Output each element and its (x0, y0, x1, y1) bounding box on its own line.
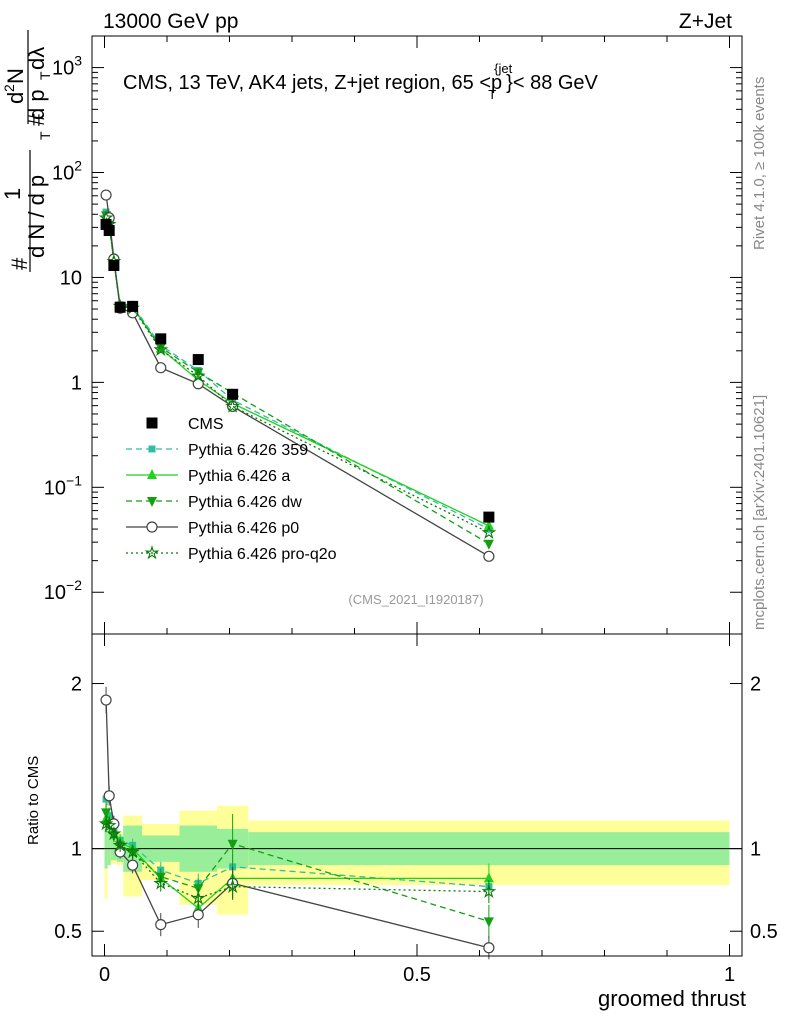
mc-point (483, 550, 495, 562)
main-ytick-label: 1 (71, 372, 82, 394)
main-data-points (100, 218, 495, 523)
xlabel: groomed thrust (598, 986, 746, 1011)
ratio-ytick-label-right: 0.5 (750, 921, 778, 943)
ratio-point (483, 917, 494, 928)
ratio-point (125, 844, 140, 859)
legend-marker (147, 469, 157, 479)
main-ytick-label: 103 (52, 53, 82, 80)
ratio-ylabel: Ratio to CMS (25, 756, 42, 845)
title-sup: {jet (494, 61, 512, 76)
rivet-label: Rivet 4.1.0, ≥ 100k events (751, 77, 768, 250)
main-panel: 10−2 10−1 1 10 102 103 CMS, 13 TeV, AK4 jets,… (0, 30, 743, 635)
watermark: (CMS_2021_I1920187) (348, 592, 483, 607)
ratio-point (481, 883, 497, 898)
ratio-point (153, 875, 169, 890)
cms-data-point (483, 511, 495, 523)
main-ytick-label: 10 (60, 267, 82, 289)
ratio-ticks: 0.5 0.5 1 1 2 2 0 0.5 1 (54, 634, 778, 986)
ratio-ytick-label: 1 (71, 839, 82, 861)
main-ytick-label: 10−2 (44, 577, 82, 604)
title-suffix: }< 88 GeV (506, 72, 598, 94)
ratio-point (106, 825, 122, 841)
ratio-point (103, 790, 115, 802)
mc-point (225, 398, 241, 413)
ratio-point (190, 890, 206, 905)
main-ylabel: # 1 d N / d p T # d 2 N d p T dλ (0, 30, 53, 272)
curve-pythia-6-426-pro-q2o (105, 217, 490, 534)
ratio-bands (92, 799, 742, 915)
mc-point (193, 368, 204, 379)
ratio-ytick-label-right: 2 (750, 674, 761, 696)
ylabel-d2n-sup: 2 (1, 84, 17, 92)
legend-marker (147, 497, 157, 507)
ylabel-sub-t: T (37, 131, 53, 140)
cms-data-point (103, 225, 115, 237)
ratio-ytick-label: 2 (71, 674, 82, 696)
ylabel-hash1: # (7, 257, 32, 270)
ratio-ytick-label: 0.5 (54, 921, 82, 943)
main-title: CMS, 13 TeV, AK4 jets, Z+jet region, 65 … (123, 61, 599, 102)
ylabel-hash2: # (24, 113, 49, 126)
ratio-panel: 0.5 0.5 1 1 2 2 0 0.5 1 Ratio to CMS groomed thr… (25, 633, 778, 1011)
cms-data-point (227, 388, 239, 400)
header-left: 13000 GeV pp (103, 10, 238, 33)
legend-label: CMS (188, 416, 224, 433)
header-right: Z+Jet (679, 10, 732, 33)
ratio-point (101, 817, 117, 832)
legend-label: Pythia 6.426 359 (188, 442, 308, 459)
title-prefix: CMS, 13 TeV, AK4 jets, Z+jet region, 65 … (123, 72, 502, 94)
main-ytick-label: 102 (52, 158, 82, 185)
ratio-point (227, 839, 238, 850)
ratio-ytick-label-right: 1 (750, 839, 761, 861)
mc-point (190, 368, 206, 383)
ylabel-d2n-n: N (3, 68, 28, 84)
cms-data-point (114, 301, 126, 313)
ratio-point (225, 878, 241, 893)
legend-marker (144, 545, 160, 560)
ratio-curves (98, 686, 497, 960)
main-ticks: 10−2 10−1 1 10 102 103 (44, 36, 742, 634)
ylabel-frac-num: 1 (0, 188, 25, 200)
legend-marker (148, 445, 156, 453)
main-ytick-label: 10−1 (44, 472, 82, 499)
mcplots-label: mcplots.cern.ch [arXiv:2401.10621] (751, 395, 768, 630)
cms-data-point (155, 333, 167, 345)
ylabel-frac-den: d N / d p (24, 175, 49, 258)
legend-label: Pythia 6.426 a (188, 468, 290, 485)
mc-point (481, 524, 497, 539)
legend-marker (146, 417, 158, 429)
legend-label: Pythia 6.426 dw (188, 494, 302, 511)
legend-marker (146, 521, 158, 533)
title-sub: T (488, 87, 496, 102)
ratio-point (483, 872, 494, 883)
ratio-xtick-label: 0 (99, 964, 110, 986)
ylabel-d2n-num: d (3, 92, 28, 104)
cms-data-point (100, 218, 112, 230)
legend-label: Pythia 6.426 p0 (188, 520, 299, 537)
ylabel-d2n-lambda: dλ (24, 47, 49, 70)
ratio-point (127, 859, 139, 871)
mc-point (100, 189, 112, 201)
ratio-point (100, 694, 112, 706)
ratio-point (155, 919, 167, 931)
cms-data-point (192, 354, 204, 366)
ylabel-d2n-den-sub: T (37, 71, 53, 80)
ratio-xtick-label: 0.5 (403, 964, 431, 986)
mc-point (155, 362, 167, 374)
main-frame (91, 35, 743, 635)
cms-data-point (127, 300, 139, 312)
ratio-point (483, 942, 495, 954)
legend: CMS Pythia 6.426 359 Pythia 6.426 a Pythia … (126, 416, 337, 563)
ratio-point (112, 837, 128, 852)
mc-point (483, 519, 494, 530)
ratio-xtick-label: 1 (724, 964, 735, 986)
mc-point (153, 341, 169, 356)
legend-label: Pythia 6.426 pro-q2o (188, 546, 337, 563)
ratio-point (101, 808, 112, 819)
ratio-point (192, 909, 204, 921)
cms-data-point (108, 259, 120, 271)
ratio-frame (91, 633, 743, 957)
mc-point (483, 539, 494, 550)
